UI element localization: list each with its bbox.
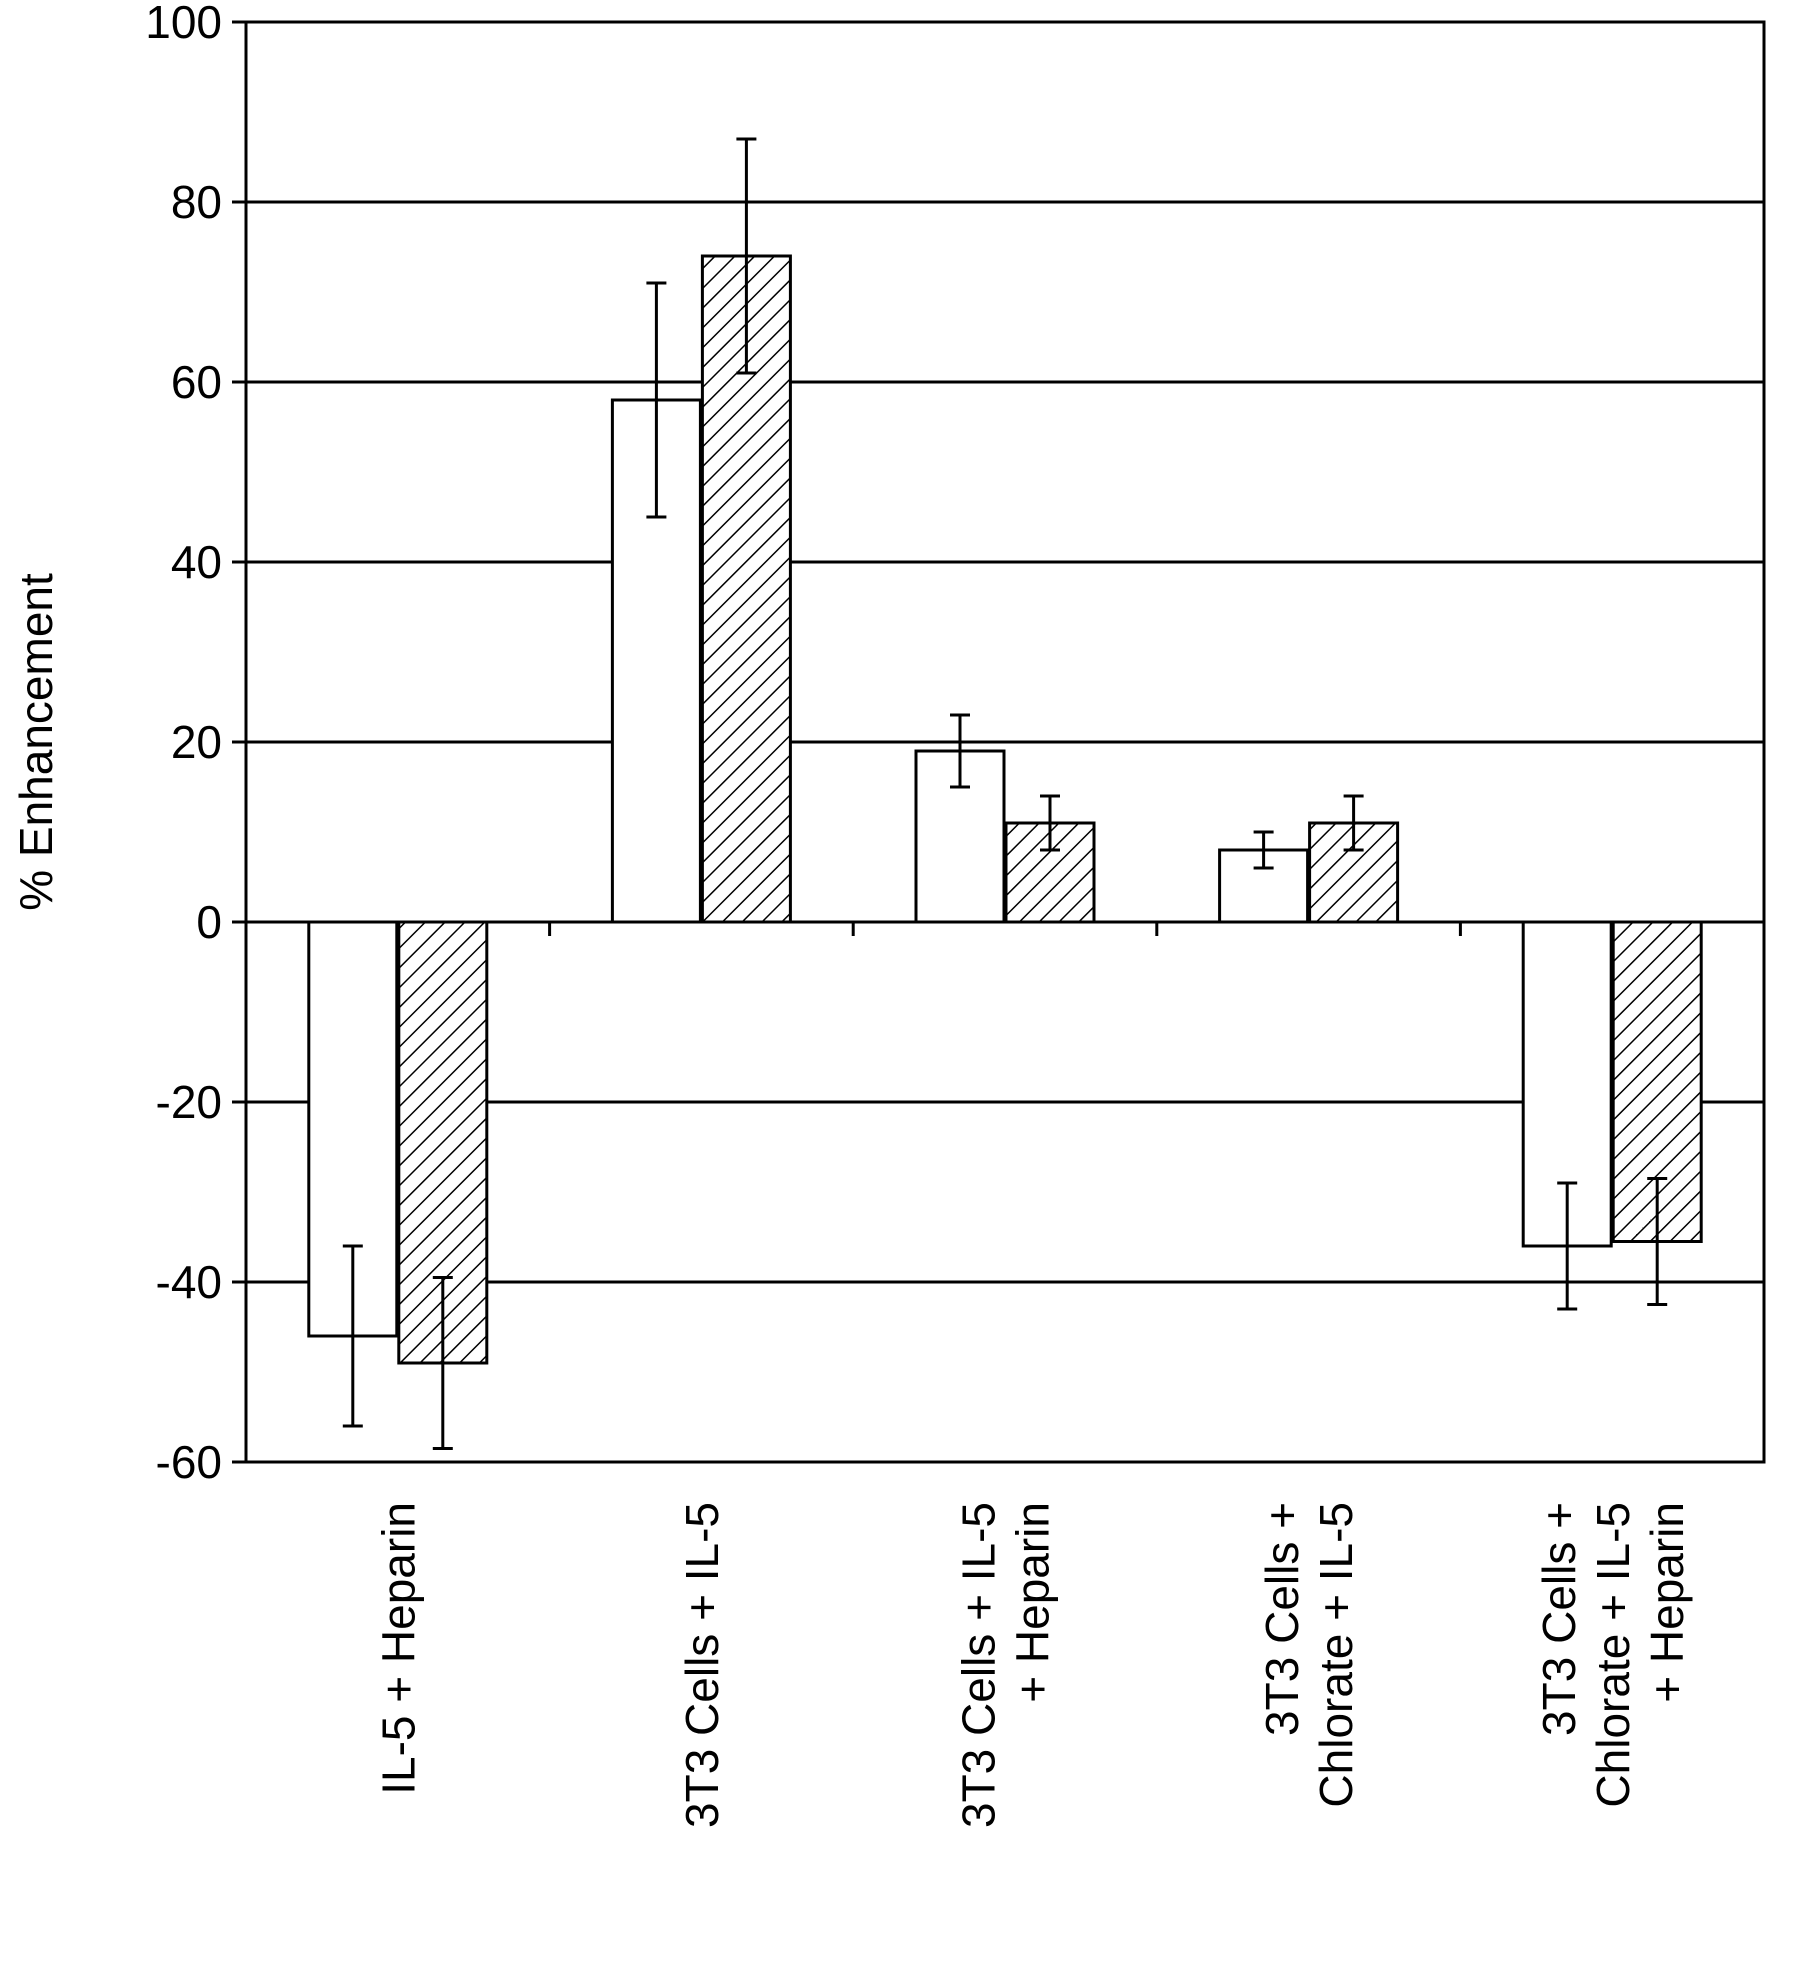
x-tick-label: 3T3 Cells + IL-5 xyxy=(676,1502,728,1828)
x-tick-label: + Heparin xyxy=(1007,1502,1059,1703)
y-tick-label: 40 xyxy=(171,536,222,588)
x-tick-label: 3T3 Cells + IL-5 xyxy=(953,1502,1005,1828)
y-tick-label: 60 xyxy=(171,356,222,408)
y-tick-label: 20 xyxy=(171,716,222,768)
x-tick-label: 3T3 Cells + xyxy=(1256,1502,1308,1736)
bar xyxy=(914,749,1006,924)
axes xyxy=(232,20,1766,1464)
y-tick-label: -60 xyxy=(156,1436,222,1488)
y-tick-label: 80 xyxy=(171,176,222,228)
bars xyxy=(307,137,1703,1450)
bar xyxy=(700,254,792,924)
x-tick-label: 3T3 Cells + xyxy=(1533,1502,1585,1736)
x-tick-label: + Heparin xyxy=(1641,1502,1693,1703)
plot-frame xyxy=(244,20,1766,1464)
x-tick-label: IL-5 + Heparin xyxy=(372,1502,424,1795)
y-axis-label: % Enhancement xyxy=(10,573,62,911)
y-tick-label: -40 xyxy=(156,1256,222,1308)
x-tick-label: Chlorate + IL-5 xyxy=(1587,1502,1639,1808)
y-tick-labels: 100 80 60 40 20 0 -20 -40 -60 xyxy=(145,0,222,1488)
y-tick-label: -20 xyxy=(156,1076,222,1128)
x-tick-label: Chlorate + IL-5 xyxy=(1310,1502,1362,1808)
y-tick-label: 0 xyxy=(196,896,222,948)
x-tick-labels: IL-5 + Heparin 3T3 Cells + IL-5 3T3 Cells … xyxy=(372,1502,1692,1828)
y-tick-label: 100 xyxy=(145,0,222,48)
